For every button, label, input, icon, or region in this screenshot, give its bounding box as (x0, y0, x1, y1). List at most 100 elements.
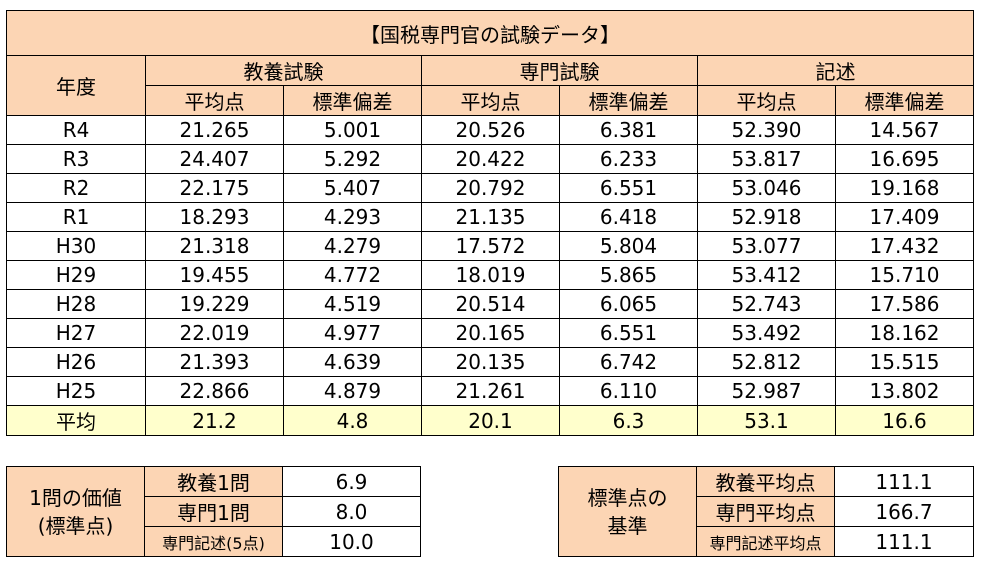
table-cell: 18.293 (145, 202, 284, 232)
table-cell: 17.572 (421, 231, 560, 261)
year-cell: H27 (6, 318, 146, 348)
table-cell: 20.1 (421, 405, 560, 436)
table-cell: 17.432 (834, 231, 975, 261)
table-cell: 6.742 (559, 347, 698, 377)
table-cell: 19.168 (834, 173, 975, 203)
table-cell: 5.001 (283, 115, 422, 145)
table-cell: 19.229 (145, 289, 284, 319)
exam-data-table: 【国税専門官の試験データ】 年度 教養試験 専門試験 記述 平均点 標準偏差 平… (5, 10, 975, 436)
average-label: 平均 (6, 405, 146, 436)
table-cell: 21.265 (145, 115, 284, 145)
table-row: H26 21.393 4.639 20.135 6.742 52.812 15.515 (6, 347, 975, 377)
table-cell: 6.233 (559, 144, 698, 174)
table-cell: 20.422 (421, 144, 560, 174)
table-cell: 6.418 (559, 202, 698, 232)
table-row: H28 19.229 4.519 20.514 6.065 52.743 17.586 (6, 289, 975, 319)
value-row-label: 専門記述(5点) (144, 526, 283, 557)
table-cell: 20.526 (421, 115, 560, 145)
table-cell: 24.407 (145, 144, 284, 174)
table-row: H29 19.455 4.772 18.019 5.865 53.412 15.710 (6, 260, 975, 290)
table-cell: 22.175 (145, 173, 284, 203)
question-value-label: 1問の価値 (標準点) (6, 466, 145, 557)
group-header-general: 教養試験 (145, 55, 422, 86)
table-cell: 22.866 (145, 376, 284, 406)
table-cell: 20.135 (421, 347, 560, 377)
table-cell: 52.743 (697, 289, 836, 319)
year-cell: R4 (6, 115, 146, 145)
table-cell: 15.515 (834, 347, 975, 377)
table-cell: 4.639 (283, 347, 422, 377)
table-cell: 4.8 (283, 405, 422, 436)
group-header-specialized: 専門試験 (421, 55, 698, 86)
table-cell: 18.162 (834, 318, 975, 348)
sub-header: 標準偏差 (559, 85, 698, 116)
year-cell: H25 (6, 376, 146, 406)
table-cell: 4.519 (283, 289, 422, 319)
table-cell: 6.110 (559, 376, 698, 406)
average-row: 平均 21.2 4.8 20.1 6.3 53.1 16.6 (6, 405, 975, 436)
year-cell: H29 (6, 260, 146, 290)
table-cell: 53.412 (697, 260, 836, 290)
table-title: 【国税専門官の試験データ】 (5, 10, 975, 56)
table-cell: 52.918 (697, 202, 836, 232)
table-cell: 4.279 (283, 231, 422, 261)
group-header-essay: 記述 (696, 55, 975, 86)
year-cell: H30 (6, 231, 146, 261)
value-row-label: 教養1問 (144, 466, 283, 497)
standard-basis-label-line1: 標準点の (587, 485, 668, 510)
table-cell: 21.261 (421, 376, 560, 406)
table-cell: 17.409 (834, 202, 975, 232)
table-cell: 53.1 (697, 405, 836, 436)
table-cell: 4.977 (283, 318, 422, 348)
table-cell: 21.318 (145, 231, 284, 261)
table-row: R2 22.175 5.407 20.792 6.551 53.046 19.168 (6, 173, 975, 203)
table-cell: 53.817 (697, 144, 836, 174)
basis-row-label: 教養平均点 (696, 466, 835, 497)
question-value-table: 1問の価値 (標準点) 教養1問 6.9 専門1問 8.0 専門記述(5点) 1… (6, 466, 421, 557)
basis-row-label: 専門平均点 (696, 496, 835, 527)
table-cell: 13.802 (834, 376, 975, 406)
table-row: R4 21.265 5.001 20.526 6.381 52.390 14.567 (6, 115, 975, 145)
table-cell: 19.455 (145, 260, 284, 290)
table-cell: 4.293 (283, 202, 422, 232)
year-header: 年度 (6, 55, 146, 116)
year-cell: R2 (6, 173, 146, 203)
question-value-label-line2: (標準点) (37, 513, 114, 538)
table-cell: 5.865 (559, 260, 698, 290)
table-cell: 5.407 (283, 173, 422, 203)
table-cell: 53.077 (697, 231, 836, 261)
table-cell: 6.3 (559, 405, 698, 436)
table-cell: 18.019 (421, 260, 560, 290)
value-row-value: 6.9 (282, 466, 421, 497)
table-row: H25 22.866 4.879 21.261 6.110 52.987 13.802 (6, 376, 975, 406)
year-cell: R3 (6, 144, 146, 174)
standard-basis-label: 標準点の 基準 (558, 466, 697, 557)
standard-basis-table: 標準点の 基準 教養平均点 111.1 専門平均点 166.7 専門記述平均点 … (558, 466, 974, 557)
year-cell: R1 (6, 202, 146, 232)
table-cell: 5.804 (559, 231, 698, 261)
table-cell: 17.586 (834, 289, 975, 319)
table-cell: 21.393 (145, 347, 284, 377)
table-cell: 52.390 (697, 115, 836, 145)
table-cell: 21.2 (145, 405, 284, 436)
value-row-value: 10.0 (282, 526, 421, 557)
table-row: R1 18.293 4.293 21.135 6.418 52.918 17.409 (6, 202, 975, 232)
table-cell: 21.135 (421, 202, 560, 232)
table-cell: 16.695 (834, 144, 975, 174)
table-row: R3 24.407 5.292 20.422 6.233 53.817 16.695 (6, 144, 975, 174)
table-cell: 4.879 (283, 376, 422, 406)
year-cell: H28 (6, 289, 146, 319)
value-row-label: 専門1問 (144, 496, 283, 527)
table-cell: 5.292 (283, 144, 422, 174)
sub-header: 平均点 (421, 85, 560, 116)
table-cell: 6.551 (559, 318, 698, 348)
table-cell: 52.987 (697, 376, 836, 406)
value-row-value: 8.0 (282, 496, 421, 527)
basis-row-value: 111.1 (834, 466, 974, 497)
sub-header: 標準偏差 (834, 85, 975, 116)
table-cell: 14.567 (834, 115, 975, 145)
sub-header: 平均点 (697, 85, 836, 116)
table-cell: 6.065 (559, 289, 698, 319)
basis-row-value: 111.1 (834, 526, 974, 557)
table-cell: 6.551 (559, 173, 698, 203)
